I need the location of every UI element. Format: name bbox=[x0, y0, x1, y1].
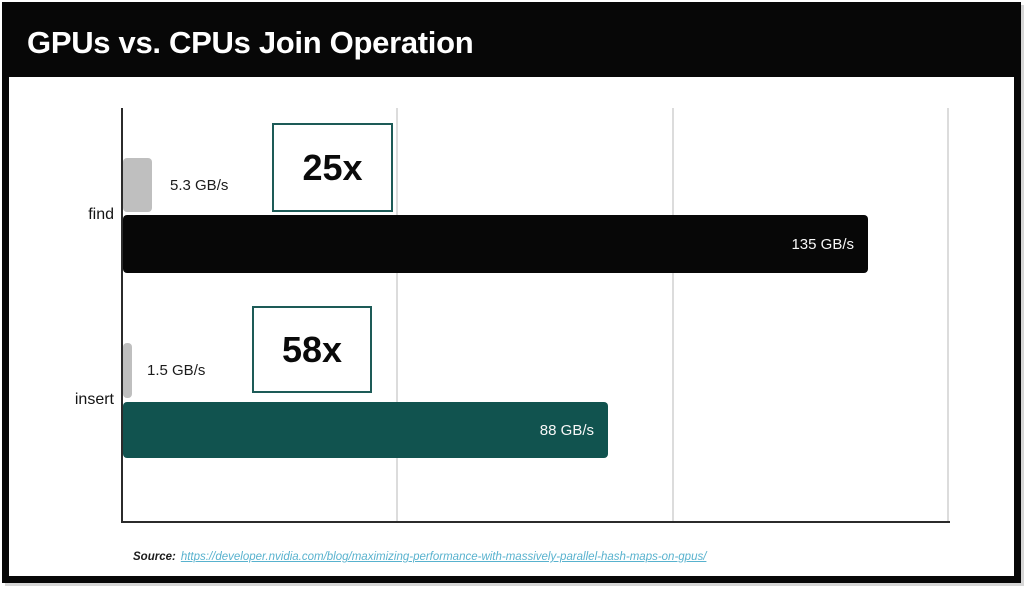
source-label: Source: bbox=[133, 551, 176, 563]
source-link[interactable]: https://developer.nvidia.com/blog/maximi… bbox=[180, 551, 707, 563]
category-label-insert: insert bbox=[74, 391, 114, 408]
gridline-100 bbox=[672, 108, 674, 522]
x-axis-line bbox=[121, 521, 950, 523]
value-label-insert-gpu: 88 GB/s bbox=[539, 421, 594, 439]
bar-find-gpu: 135 GB/s bbox=[123, 215, 868, 273]
bar-insert-cpu bbox=[123, 343, 132, 398]
bar-insert-gpu: 88 GB/s bbox=[123, 402, 608, 458]
speedup-box-find: 25x bbox=[272, 123, 393, 212]
speedup-box-insert: 58x bbox=[252, 306, 372, 393]
source-line: Source: https://developer.nvidia.com/blog… bbox=[133, 551, 706, 563]
speedup-value-insert: 58x bbox=[281, 328, 343, 370]
y-axis-line bbox=[121, 108, 123, 523]
speedup-value-find: 25x bbox=[302, 146, 363, 188]
category-label-find: find bbox=[88, 206, 114, 223]
value-label-find-cpu: 5.3 GB/s bbox=[170, 177, 229, 194]
value-label-find-gpu: 135 GB/s bbox=[791, 235, 854, 253]
page-title: GPUs vs. CPUs Join Operation bbox=[27, 25, 474, 60]
value-label-insert-cpu: 1.5 GB/s bbox=[147, 362, 206, 379]
gridline-50 bbox=[396, 108, 398, 522]
bar-find-cpu bbox=[123, 158, 152, 212]
gridline-150 bbox=[947, 108, 949, 522]
header: GPUs vs. CPUs Join Operation bbox=[9, 9, 1014, 77]
